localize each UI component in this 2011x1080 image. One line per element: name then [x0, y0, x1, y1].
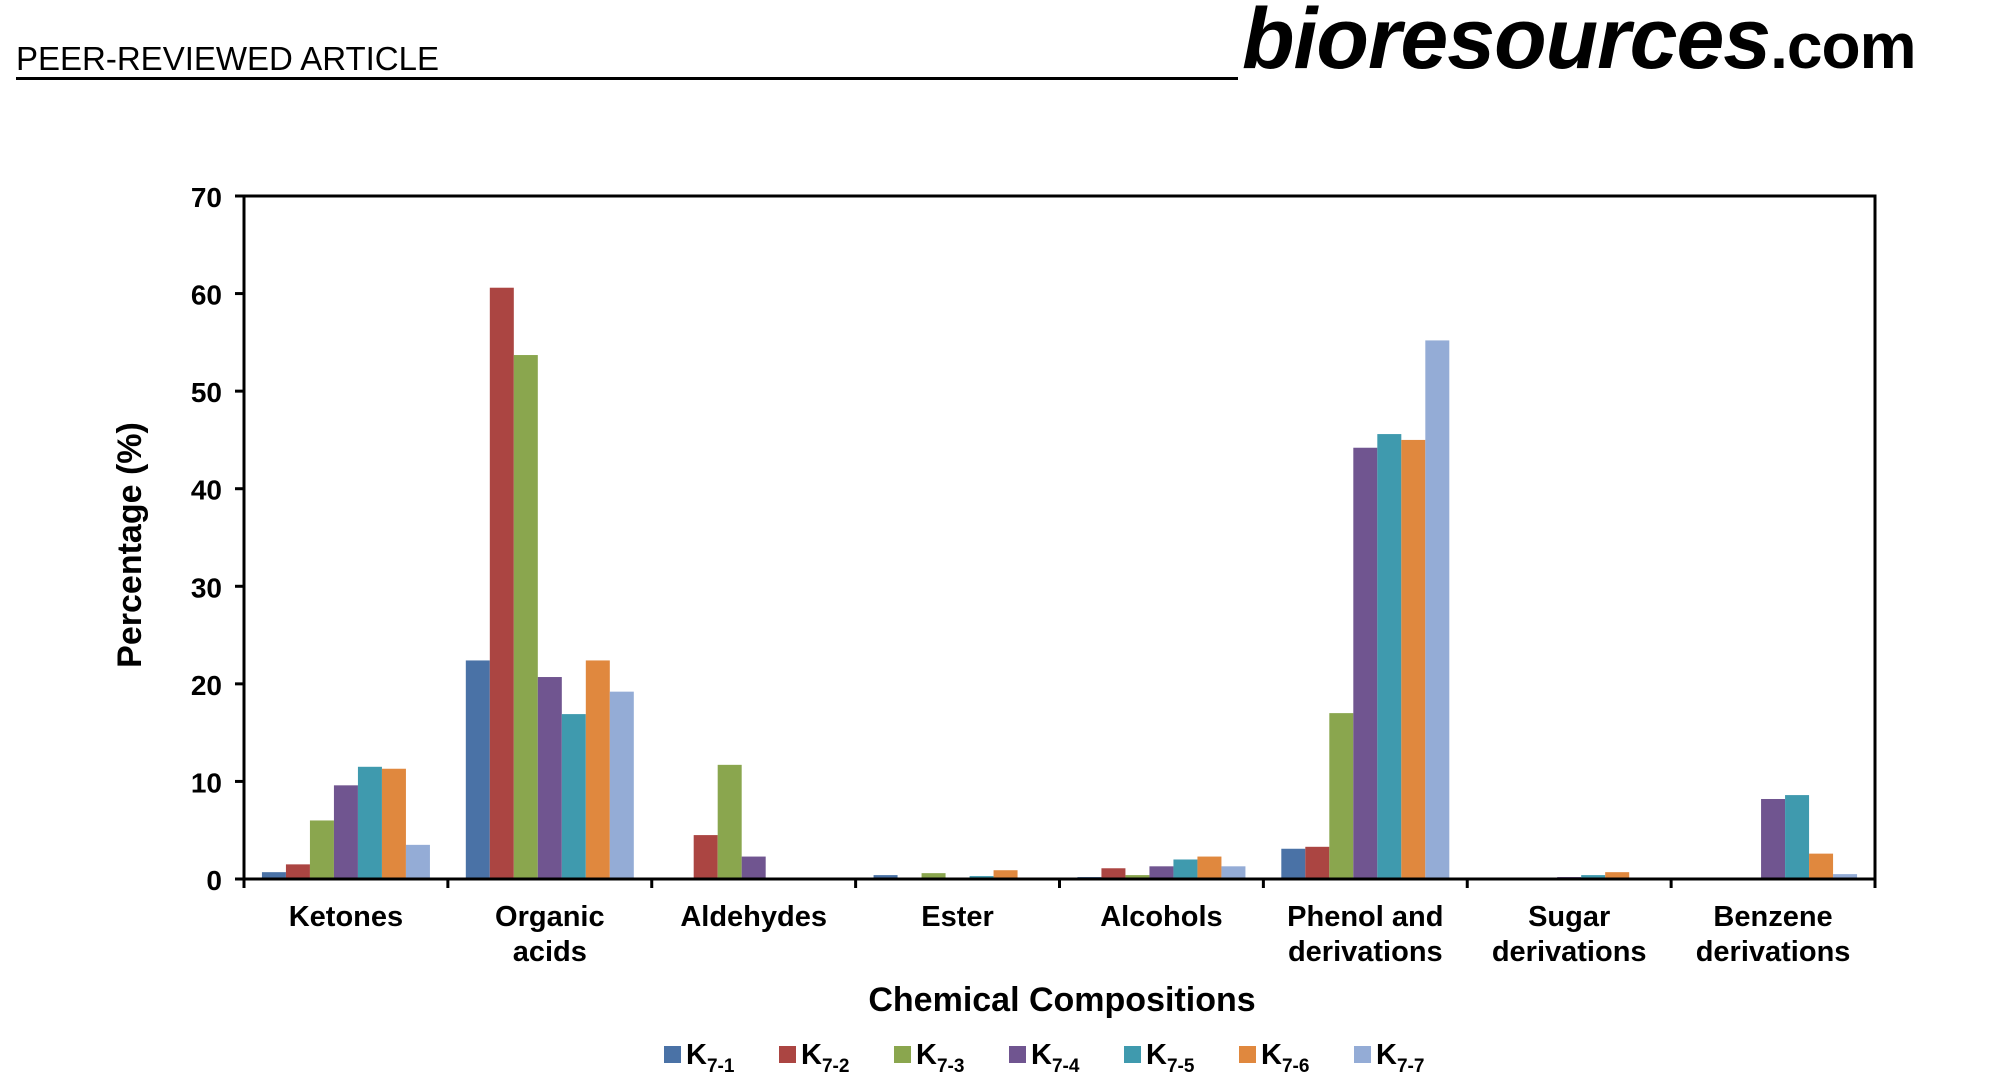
bar-7-2-2 [693, 835, 718, 879]
legend-swatch-7-7 [1354, 1046, 1371, 1063]
journal-brand[interactable]: bioresources.com [1242, 0, 1916, 89]
legend-label-7-5: K7-5 [1146, 1039, 1195, 1077]
legend-label-7-1: K7-1 [686, 1039, 735, 1077]
bar-7-2-0 [285, 864, 310, 879]
header-rule [16, 77, 1238, 80]
bar-7-3-5 [1329, 713, 1354, 879]
y-axis-label: Percentage (%) [111, 422, 149, 668]
x-category-label: derivations [1288, 936, 1443, 968]
bar-7-6-0 [381, 768, 406, 879]
bar-7-1-5 [1281, 848, 1306, 879]
bar-7-6-3 [993, 870, 1018, 879]
bar-7-3-0 [309, 820, 334, 879]
bar-7-6-7 [1809, 853, 1834, 879]
bar-7-7-4 [1221, 866, 1246, 879]
bar-7-7-0 [405, 844, 430, 879]
y-tick-label: 60 [191, 280, 222, 311]
bar-7-2-4 [1101, 868, 1126, 879]
legend-label-7-2: K7-2 [801, 1039, 849, 1077]
legend-label-7-7: K7-7 [1376, 1039, 1424, 1077]
bar-7-4-5 [1353, 447, 1378, 879]
legend-swatch-7-3 [894, 1046, 911, 1063]
bar-7-7-5 [1425, 340, 1450, 879]
bar-7-3-3 [921, 873, 946, 879]
legend-swatch-7-1 [664, 1046, 681, 1063]
bar-7-7-7 [1833, 874, 1858, 879]
legend-swatch-7-4 [1009, 1046, 1026, 1063]
x-category-label: Phenol and [1287, 901, 1443, 933]
y-tick-label: 40 [191, 475, 222, 506]
bar-7-2-1 [489, 287, 514, 879]
x-category-label: Aldehydes [680, 901, 827, 933]
bar-7-5-1 [561, 714, 586, 879]
bar-7-7-1 [609, 691, 634, 879]
brand-domain: .com [1770, 10, 1916, 82]
x-category-label: derivations [1492, 936, 1647, 968]
legend-swatch-7-2 [779, 1046, 796, 1063]
x-category-label: derivations [1696, 936, 1851, 968]
legend-label-7-6: K7-6 [1261, 1039, 1309, 1077]
legend-label-7-3: K7-3 [916, 1039, 964, 1077]
legend-swatch-7-6 [1239, 1046, 1256, 1063]
brand-main: bioresources [1242, 0, 1771, 87]
bar-7-4-2 [741, 856, 766, 879]
bar-7-5-0 [357, 766, 382, 879]
bar-7-5-6 [1581, 875, 1606, 879]
chart-legend: K7-1 K7-2 K7-3 K7-4 K7-5 K7-6 K7-7 [664, 1039, 1424, 1077]
page-header: PEER-REVIEWED ARTICLE bioresources.com [0, 0, 2011, 100]
y-tick-label: 30 [191, 572, 222, 603]
x-category-label: Benzene [1713, 901, 1832, 933]
legend-swatch-7-5 [1124, 1046, 1141, 1063]
legend-label-7-4: K7-4 [1031, 1039, 1080, 1077]
x-category-label: Organic [495, 901, 605, 933]
bar-7-4-1 [537, 677, 562, 879]
bar-7-3-1 [513, 355, 538, 879]
y-tick-label: 10 [191, 767, 222, 798]
bar-7-6-6 [1605, 872, 1630, 879]
bar-7-4-4 [1149, 866, 1174, 879]
x-category-label: acids [513, 936, 587, 968]
x-category-label: Ester [921, 901, 994, 933]
y-tick-label: 0 [206, 865, 222, 896]
bar-7-1-0 [261, 872, 286, 879]
article-type-label: PEER-REVIEWED ARTICLE [16, 40, 439, 77]
bar-7-2-5 [1305, 846, 1330, 879]
y-tick-label: 70 [191, 182, 222, 213]
y-tick-label: 20 [191, 670, 222, 701]
bar-7-4-0 [333, 785, 358, 879]
bar-7-3-2 [717, 764, 742, 879]
bar-7-5-5 [1377, 434, 1402, 879]
bar-7-5-4 [1173, 859, 1198, 879]
bar-7-4-7 [1761, 798, 1786, 879]
bar-7-6-5 [1401, 439, 1426, 879]
x-category-label: Alcohols [1100, 901, 1222, 933]
y-tick-label: 50 [191, 377, 222, 408]
bar-7-1-1 [465, 660, 490, 879]
x-category-label: Sugar [1528, 901, 1610, 933]
bar-7-6-4 [1197, 856, 1222, 879]
bar-7-5-7 [1785, 795, 1810, 879]
bar-7-6-1 [585, 660, 610, 879]
x-axis-label: Chemical Compositions [868, 981, 1255, 1019]
x-category-label: Ketones [289, 901, 403, 933]
bar-7-3-4 [1125, 875, 1150, 879]
bar-7-1-3 [873, 875, 898, 879]
bar-group [261, 287, 1858, 879]
